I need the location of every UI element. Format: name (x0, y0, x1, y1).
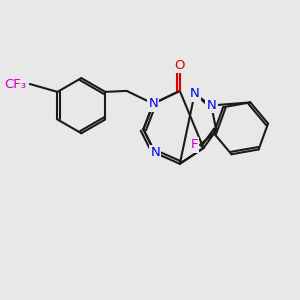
Text: N: N (206, 99, 216, 112)
Text: O: O (175, 59, 185, 72)
Text: N: N (148, 97, 158, 110)
Text: F: F (190, 138, 198, 152)
Text: N: N (150, 146, 160, 160)
Text: N: N (190, 87, 200, 101)
Text: CF₃: CF₃ (4, 77, 26, 91)
